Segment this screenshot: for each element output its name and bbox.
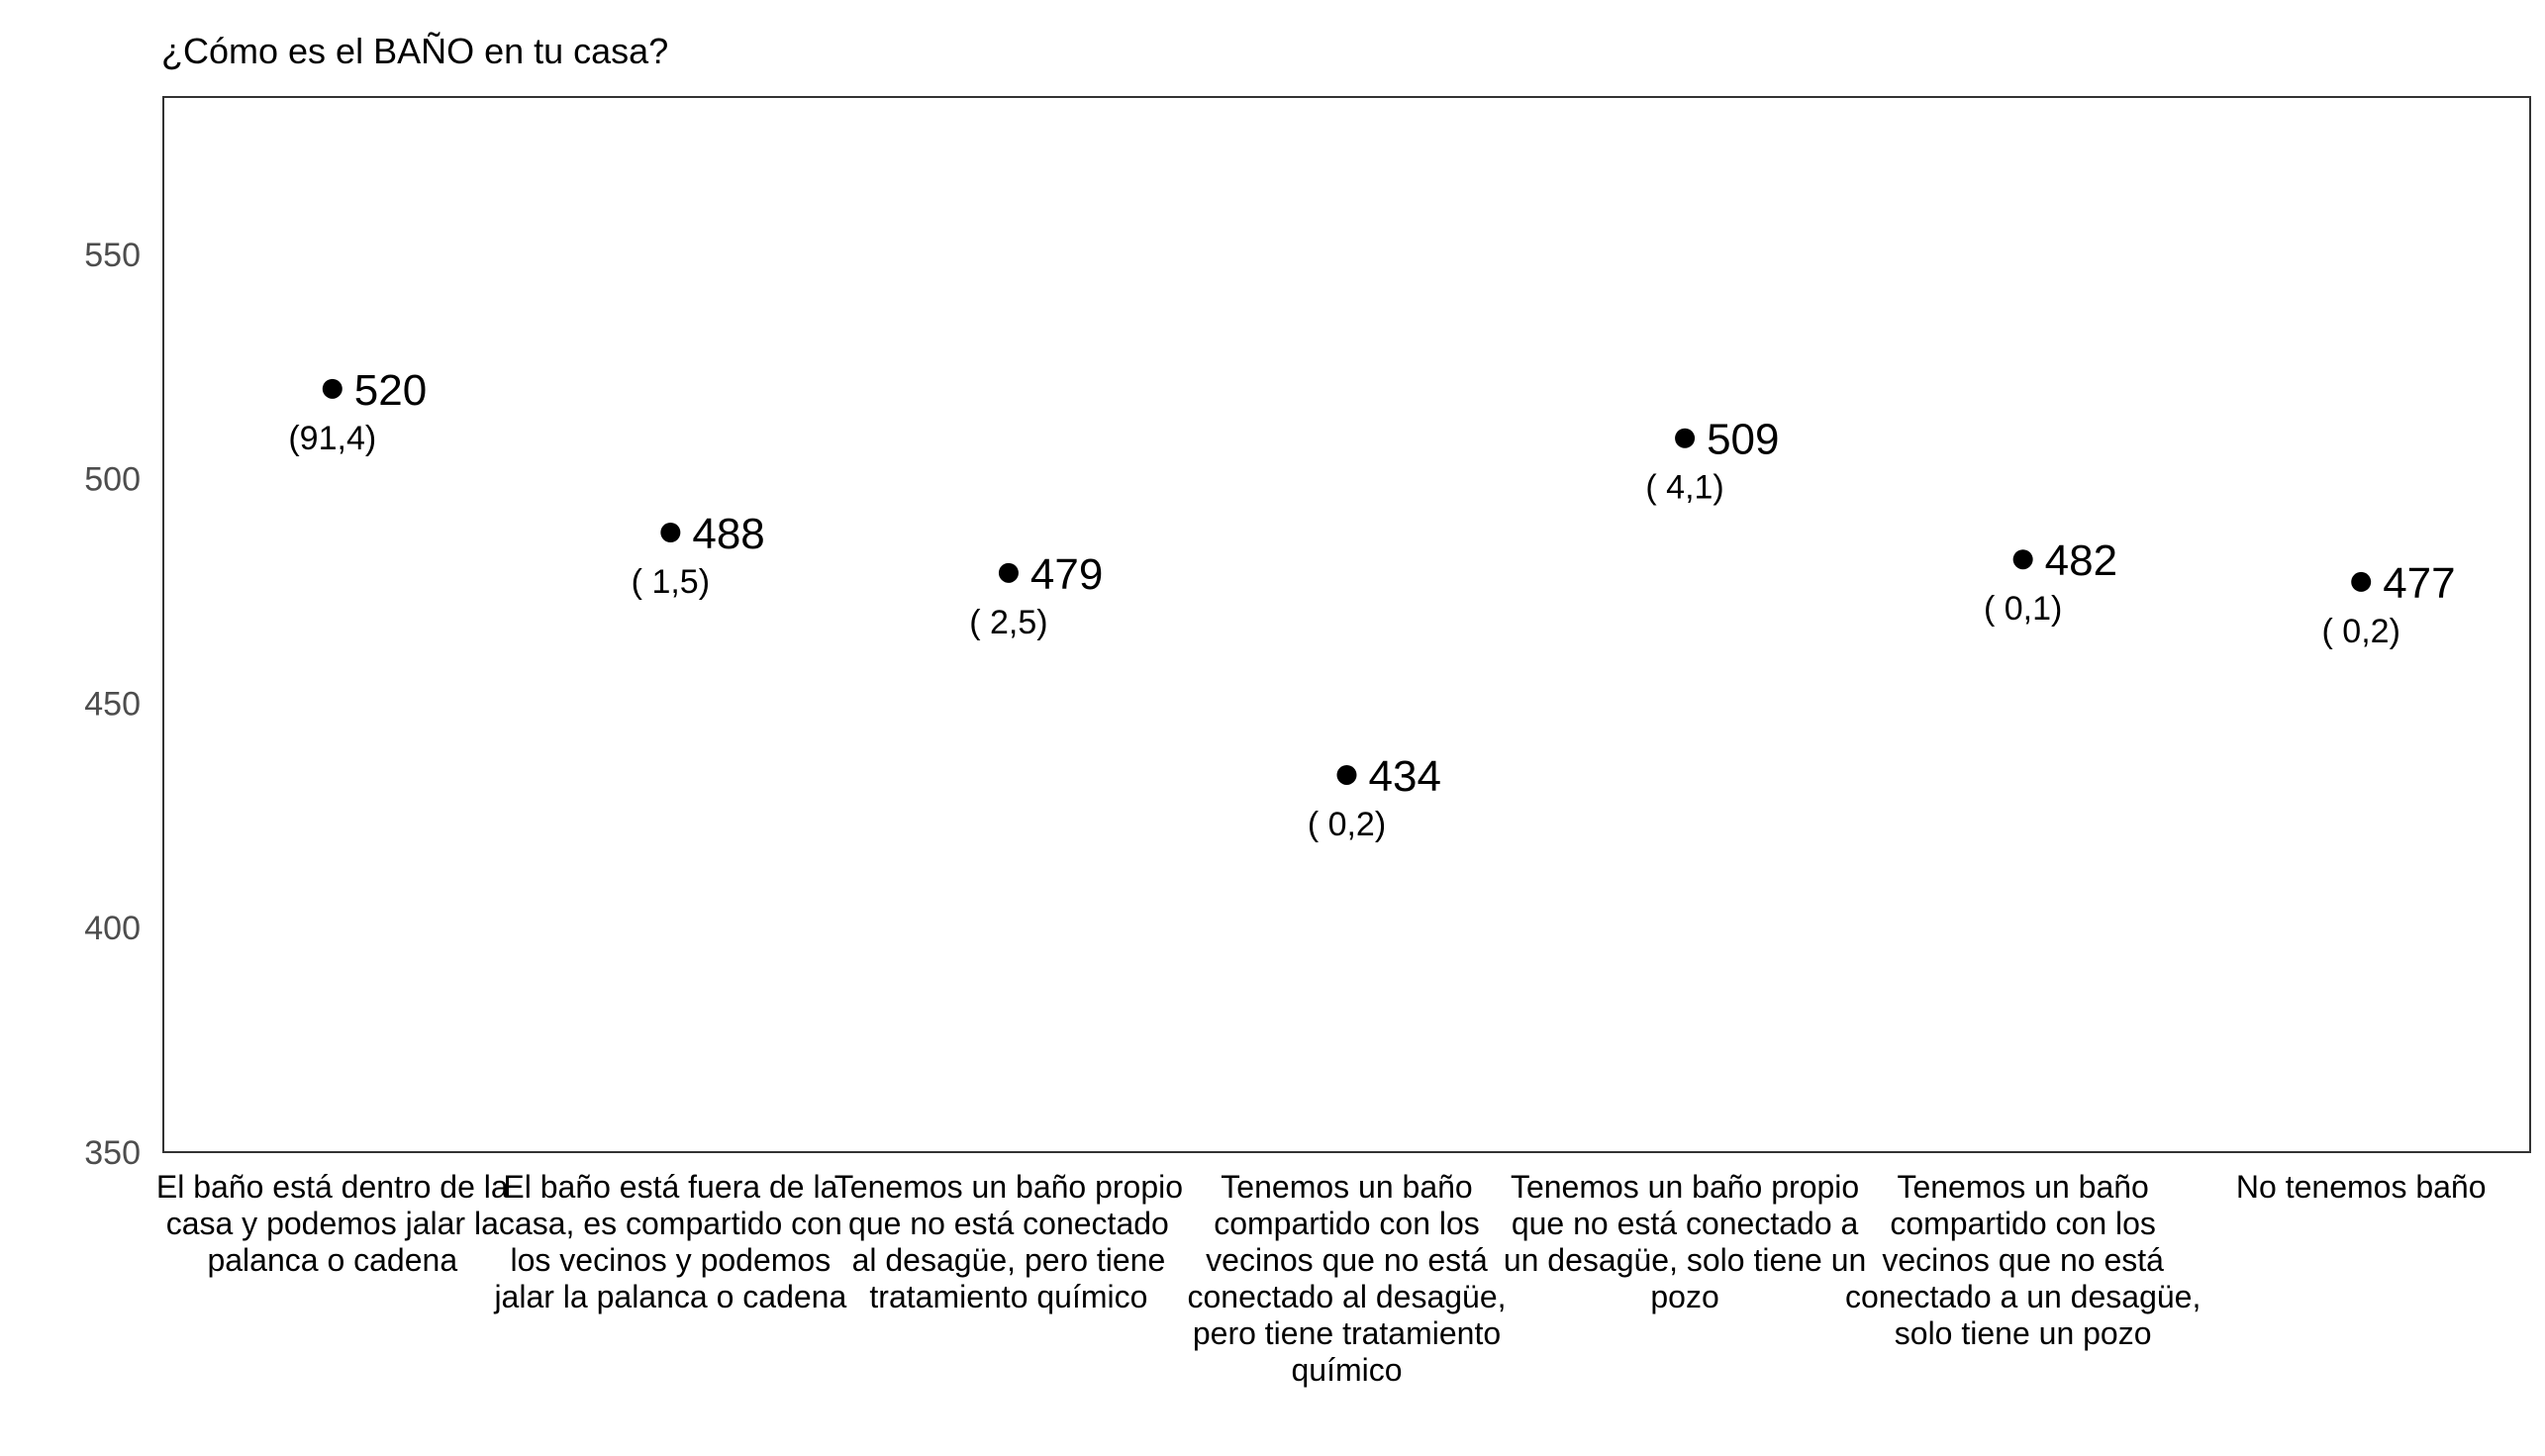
data-point [2012,549,2033,570]
percent-label: (91,4) [288,420,376,457]
x-tick-label-line: casa y podemos jalar la [166,1206,499,1241]
plot-panel [162,96,2531,1153]
x-tick-label-line: No tenemos baño [2236,1169,2487,1205]
x-tick-label: Tenemos un baño propio que no está conect… [1504,1169,1867,1314]
percent-label: ( 0,2) [1308,806,1386,843]
value-label: 482 [2045,536,2117,585]
x-tick-label-line: solo tiene un pozo [1895,1315,2152,1351]
value-label: 477 [2383,559,2455,608]
x-tick-label-line: tratamiento químico [869,1279,1147,1314]
data-point [998,562,1019,583]
x-tick-label-line: palanca o cadena [207,1242,457,1278]
data-point [1336,764,1357,785]
x-tick-label: El baño está dentro de la casa y podemos … [156,1169,509,1278]
data-point [322,378,343,399]
x-tick-label-line: que no está conectado a [1512,1206,1859,1241]
x-tick-label-line: compartido con los [1214,1206,1480,1241]
data-point [660,523,681,543]
x-tick-label-line: jalar la palanca o cadena [493,1279,846,1314]
percent-label: ( 0,2) [2322,613,2400,650]
x-tick-label-line: conectado a un desagüe, [1845,1279,2201,1314]
y-tick-label: 400 [84,910,141,947]
x-tick-label-line: Tenemos un baño [1897,1169,2148,1205]
x-tick-label-line: los vecinos y podemos [510,1242,831,1278]
value-label: 434 [1369,752,1441,801]
x-tick-label-line: Tenemos un baño propio [1511,1169,1859,1205]
x-tick-label-line: vecinos que no está [1206,1242,1488,1278]
x-tick-label-line: que no está conectado [848,1206,1169,1241]
x-tick-label: Tenemos un baño propio que no está conect… [834,1169,1183,1314]
x-tick-label-line: compartido con los [1890,1206,2156,1241]
x-tick-label-line: un desagüe, solo tiene un [1504,1242,1867,1278]
x-tick-label-line: El baño está dentro de la [156,1169,509,1205]
chart-title: ¿Cómo es el BAÑO en tu casa? [161,31,668,71]
x-tick-label-line: químico [1291,1352,1402,1388]
value-label: 509 [1707,416,1779,464]
x-tick-label-line: pozo [1650,1279,1718,1314]
x-tick-label: Tenemos un baño compartido con los vecinos… [1845,1169,2201,1351]
data-points: 520 (91,4) 488 ( 1,5) 479 ( 2,5) 434 ( 0,2) 509 (… [288,366,2455,843]
percent-label: ( 1,5) [632,563,710,601]
x-tick-label-line: casa, es compartido con [499,1206,842,1241]
y-tick-label: 500 [84,461,141,499]
percent-label: ( 0,1) [1984,590,2062,628]
x-tick-label-line: al desagüe, pero tiene [852,1242,1166,1278]
value-label: 479 [1030,550,1103,599]
x-tick-label-line: Tenemos un baño [1221,1169,1472,1205]
x-tick-label-line: vecinos que no está [1882,1242,2164,1278]
y-tick-label: 450 [84,685,141,723]
value-label: 520 [354,366,427,415]
x-tick-label: No tenemos baño [2236,1169,2487,1205]
x-tick-label-line: pero tiene tratamiento [1193,1315,1501,1351]
value-label: 488 [692,510,764,558]
percent-label: ( 4,1) [1645,469,1723,507]
x-tick-label-line: Tenemos un baño propio [834,1169,1183,1205]
y-tick-label: 550 [84,237,141,274]
x-tick-label-line: conectado al desagüe, [1187,1279,1506,1314]
data-point [1675,428,1696,448]
y-axis: 350 400 450 500 550 [84,237,141,1172]
x-tick-label: El baño está fuera de la casa, es compart… [493,1169,846,1314]
data-point [2351,571,2372,592]
y-tick-label: 350 [84,1134,141,1172]
x-tick-label: Tenemos un baño compartido con los vecinos… [1187,1169,1506,1388]
x-tick-label-line: El baño está fuera de la [503,1169,837,1205]
x-axis: El baño está dentro de la casa y podemos … [156,1169,2487,1388]
percent-label: ( 2,5) [969,604,1047,641]
